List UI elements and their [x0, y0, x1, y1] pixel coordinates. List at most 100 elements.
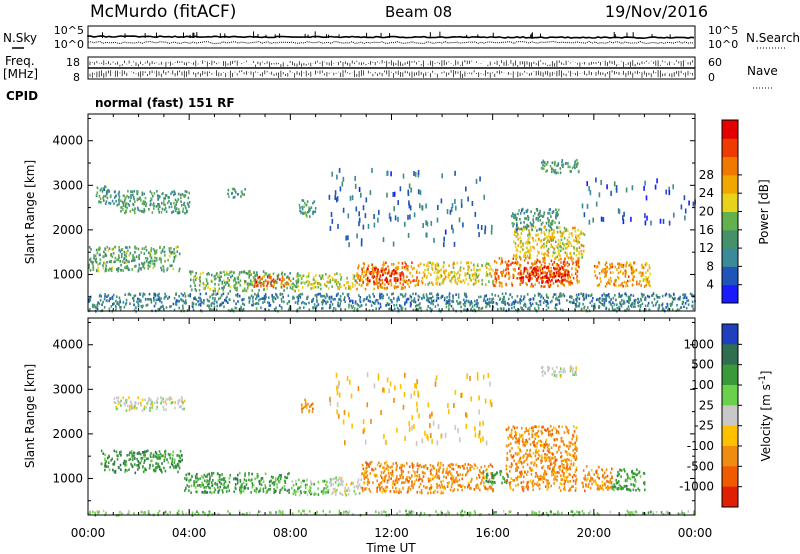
vel-echo-cell [239, 488, 241, 492]
power-echo-cell [199, 275, 201, 279]
power-echo-cell [457, 296, 460, 299]
power-echo-cell [436, 217, 439, 223]
power-echo-cell [432, 299, 435, 303]
power-echo-cell [177, 299, 180, 303]
power-echo-cell [168, 295, 171, 299]
power-echo-cell [281, 292, 284, 296]
power-echo-cell [554, 280, 557, 283]
power-echo-cell [452, 307, 454, 311]
power-echo-cell [517, 227, 519, 230]
power-echo-cell [541, 167, 544, 170]
power-echo-cell [534, 260, 536, 263]
power-echo-cell [95, 248, 98, 252]
power-echo-cell [635, 268, 638, 272]
power-echo-cell [236, 276, 239, 280]
power-echo-cell [559, 254, 561, 257]
power-echo-cell [526, 270, 528, 273]
power-echo-cell [274, 297, 277, 301]
power-echo-cell [481, 306, 484, 310]
power-echo-cell [233, 271, 235, 274]
power-echo-cell [396, 299, 398, 303]
power-echo-cell [392, 309, 394, 312]
power-echo-cell [199, 296, 201, 300]
colorbar-swatch [722, 156, 738, 176]
power-echo-cell [98, 302, 101, 306]
power-echo-cell [143, 192, 145, 196]
power-echo-cell [133, 256, 136, 260]
power-echo-cell [165, 194, 168, 197]
power-echo-cell [621, 299, 623, 302]
power-echo-cell [280, 306, 283, 309]
vel-echo-cell [159, 467, 162, 471]
power-echo-cell [456, 277, 459, 280]
power-echo-cell [543, 211, 546, 214]
power-echo-cell [475, 281, 477, 284]
power-echo-cell [413, 297, 416, 300]
vel-echo-cell [173, 459, 176, 462]
power-echo-cell [326, 280, 329, 284]
power-echo-cell [491, 293, 493, 296]
power-echo-cell [606, 294, 608, 297]
power-echo-cell [609, 282, 611, 286]
power-echo-cell [462, 279, 465, 282]
power-echo-cell [189, 284, 192, 288]
power-echo-cell [433, 271, 436, 274]
y-tick-label: 3000 [52, 178, 83, 192]
power-echo-cell [506, 263, 508, 267]
power-echo-cell [541, 271, 544, 275]
power-echo-cell [561, 159, 564, 162]
noise-tick-upper-left: 10^5 [54, 24, 84, 37]
power-echo-cell [641, 295, 644, 298]
power-echo-cell [630, 305, 633, 308]
power-echo-cell [176, 211, 179, 214]
power-echo-cell [266, 280, 269, 284]
power-echo-cell [480, 295, 482, 299]
power-echo-cell [143, 263, 145, 266]
power-echo-cell [123, 305, 126, 309]
power-echo-cell [276, 274, 279, 278]
power-echo-cell [451, 270, 453, 274]
power-echo-cell [485, 266, 488, 270]
power-echo-cell [395, 303, 398, 307]
power-echo-cell [106, 261, 108, 264]
power-echo-cell [226, 295, 228, 299]
power-echo-cell [126, 206, 129, 210]
power-echo-cell [491, 224, 493, 230]
power-echo-cell [205, 284, 207, 287]
power-echo-cell [295, 279, 298, 283]
freq-tick-upper: 18 [66, 56, 80, 69]
vel-echo-cell [241, 512, 244, 516]
vel-echo-cell [105, 511, 107, 515]
power-echo-cell [391, 292, 393, 296]
vel-echo-cell [188, 472, 191, 476]
power-echo-cell [476, 303, 479, 307]
power-echo-cell [331, 303, 334, 306]
vel-echo-cell [510, 510, 512, 513]
power-echo-cell [143, 209, 146, 212]
power-echo-cell [677, 297, 679, 301]
colorbar-tick-label: 8 [706, 259, 714, 273]
power-echo-cell [666, 302, 669, 306]
power-echo-cell [535, 233, 537, 237]
power-echo-cell [527, 279, 530, 282]
vel-echo-cell [120, 450, 122, 454]
power-echo-cell [604, 271, 606, 275]
power-echo-cell [557, 264, 560, 267]
power-echo-cell [570, 279, 572, 283]
vel-echo-cell [240, 486, 242, 490]
power-echo-cell [408, 200, 410, 206]
power-echo-cell [158, 296, 161, 299]
vel-echo-cell [177, 513, 180, 516]
power-echo-cell [553, 171, 556, 174]
power-echo-cell [104, 247, 106, 250]
power-echo-cell [379, 284, 382, 287]
power-echo-cell [604, 268, 606, 271]
power-echo-cell [422, 271, 425, 274]
power-echo-cell [531, 273, 533, 276]
power-echo-cell [278, 304, 281, 307]
vel-echo-cell [126, 469, 129, 472]
power-echo-cell [541, 244, 544, 248]
power-echo-cell [637, 301, 639, 304]
vel-echo-cell [173, 465, 175, 469]
power-echo-cell [625, 187, 628, 193]
